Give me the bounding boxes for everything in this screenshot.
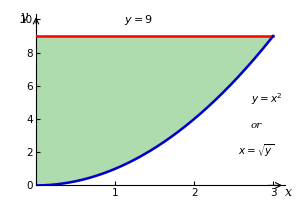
Text: $x = \sqrt{y}$: $x = \sqrt{y}$ (238, 142, 274, 159)
Text: $y = x^2$: $y = x^2$ (251, 91, 283, 107)
Text: or: or (251, 121, 262, 130)
Text: $y = 9$: $y = 9$ (124, 13, 153, 27)
Text: y: y (21, 10, 28, 23)
Text: x: x (286, 186, 292, 199)
